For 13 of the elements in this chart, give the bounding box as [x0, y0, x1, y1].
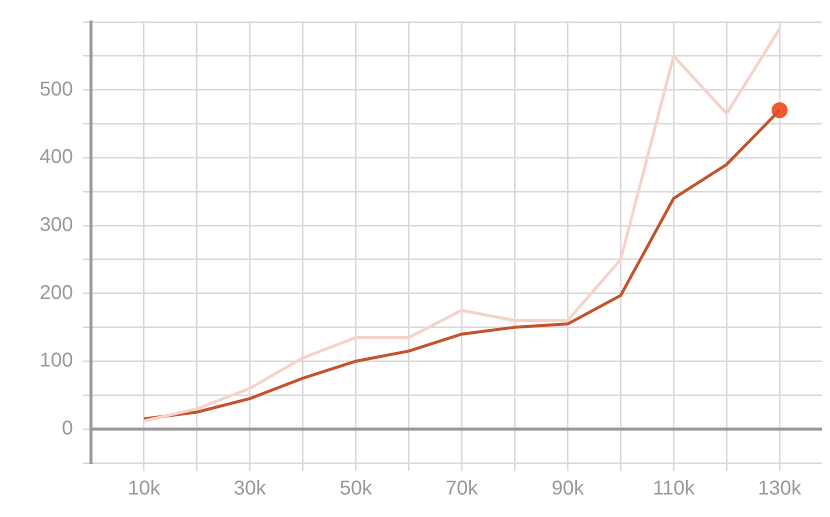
y-tick-label: 300 [40, 214, 73, 236]
x-tick-label: 50k [340, 478, 373, 500]
x-tick-label: 70k [446, 478, 479, 500]
x-tick-label: 90k [552, 478, 585, 500]
x-tick-label: 130k [758, 478, 802, 500]
x-tick-label: 110k [652, 478, 696, 500]
x-tick-label: 10k [128, 478, 162, 500]
x-tick-label: 30k [234, 478, 268, 500]
y-tick-label: 400 [40, 146, 73, 168]
y-tick-label: 200 [40, 282, 73, 304]
y-tick-label: 500 [40, 78, 73, 100]
y-tick-label: 0 [62, 418, 73, 440]
y-tick-label: 100 [40, 350, 73, 372]
